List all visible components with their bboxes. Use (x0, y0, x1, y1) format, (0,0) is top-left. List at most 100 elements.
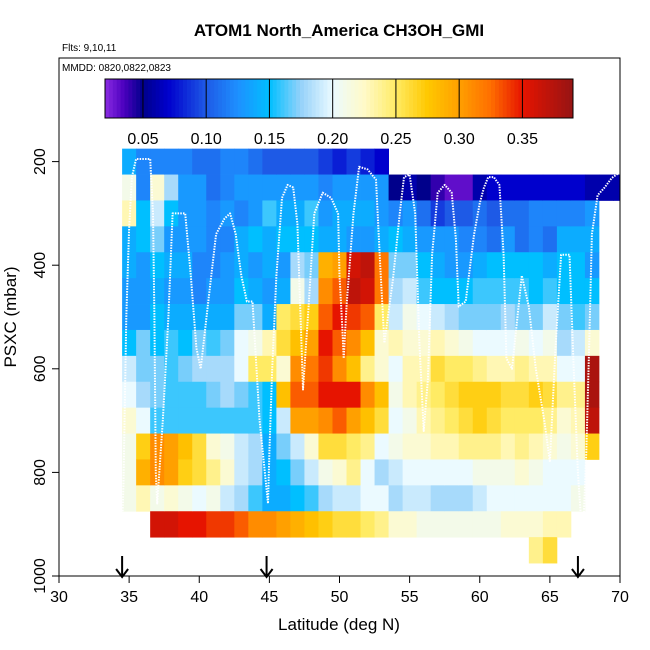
heatmap-cells (122, 148, 621, 564)
colorbar-swatch (179, 79, 184, 118)
colorbar-swatch (225, 79, 231, 118)
heatmap-cell (318, 200, 333, 227)
heatmap-cell (542, 485, 558, 512)
heatmap-cell (206, 485, 221, 512)
heatmap-cell (444, 381, 460, 409)
heatmap-cell (402, 459, 418, 486)
heatmap-cell (332, 226, 347, 253)
colorbar-swatch (381, 79, 387, 118)
heatmap-cell (570, 304, 586, 331)
heatmap-cell (178, 278, 193, 305)
heatmap-cell (458, 200, 474, 227)
heatmap-cell (150, 329, 165, 357)
heatmap-cell (570, 485, 586, 512)
colorbar-swatch (498, 79, 504, 118)
heatmap-cell (192, 304, 207, 331)
heatmap-cell (290, 304, 305, 331)
heatmap-cell (304, 226, 319, 253)
heatmap-cell (150, 200, 165, 227)
heatmap-cell (318, 226, 333, 253)
heatmap-cell (556, 407, 572, 434)
heatmap-cell (164, 381, 179, 409)
heatmap-cell (542, 407, 558, 434)
heatmap-cell (136, 407, 151, 434)
colorbar-swatch (459, 79, 465, 118)
heatmap-cell (150, 407, 165, 434)
heatmap-cell (122, 252, 137, 279)
heatmap-cell (444, 174, 460, 201)
heatmap-cell (542, 355, 558, 383)
heatmap-cell (458, 485, 474, 512)
colorbar-swatch (475, 79, 480, 118)
x-tick-label: 45 (260, 589, 278, 606)
heatmap-cell (304, 485, 319, 512)
heatmap-cell (584, 355, 600, 383)
colorbar-swatch (440, 79, 445, 118)
heatmap-cell (276, 252, 291, 279)
colorbar-swatch (276, 79, 281, 118)
heatmap-cell (360, 355, 375, 383)
heatmap-cell (458, 407, 474, 434)
colorbar-swatch (296, 79, 301, 118)
heatmap-cell (556, 329, 572, 357)
colorbar-swatch (171, 79, 176, 118)
heatmap-cell (514, 329, 530, 357)
colorbar-swatch (452, 79, 457, 118)
heatmap-cell (192, 407, 207, 434)
heatmap-cell (178, 174, 193, 201)
heatmap-cell (360, 148, 375, 175)
colorbar-swatch (335, 79, 340, 118)
heatmap-cell (542, 459, 558, 486)
heatmap-cell (248, 278, 263, 305)
heatmap-cell (486, 252, 502, 279)
heatmap-cell (542, 304, 558, 331)
heatmap-cell (220, 459, 235, 486)
colorbar-swatch (397, 79, 402, 118)
heatmap-cell (318, 381, 333, 409)
heatmap-cell (318, 459, 333, 486)
heatmap-cell (220, 226, 235, 253)
heatmap-cell (612, 174, 621, 201)
heatmap-cell (136, 355, 151, 383)
heatmap-cell (192, 226, 207, 253)
heatmap-cell (164, 278, 179, 305)
heatmap-cell (472, 226, 488, 253)
heatmap-cell (290, 459, 305, 486)
colorbar-swatch (350, 79, 356, 118)
colorbar-swatch (307, 79, 313, 118)
heatmap-cell (346, 226, 361, 253)
heatmap-cell (220, 174, 235, 201)
heatmap-cell (472, 252, 488, 279)
heatmap-cell (542, 381, 558, 409)
dates-note: MMDD: 0820,0822,0823 (62, 63, 171, 74)
heatmap-cell (290, 329, 305, 357)
heatmap-cell (346, 329, 361, 357)
colorbar-tick-label: 0.25 (380, 131, 411, 148)
colorbar-swatch (206, 79, 211, 118)
heatmap-cell (206, 381, 221, 409)
colorbar-swatch (186, 79, 192, 118)
heatmap-cell (472, 433, 488, 460)
heatmap-cell (346, 174, 361, 201)
heatmap-cell (430, 381, 446, 409)
colorbar-swatch (132, 79, 137, 118)
heatmap-cell (570, 174, 586, 201)
flights-note: Flts: 9,10,11 (62, 43, 117, 54)
heatmap-cell (388, 304, 404, 331)
heatmap-cell (262, 485, 277, 512)
heatmap-cell (234, 433, 249, 460)
colorbar-swatch (268, 79, 274, 118)
heatmap-cell (304, 355, 319, 383)
arrow-markers (115, 556, 585, 579)
colorbar-swatch (378, 79, 383, 118)
heatmap-cell (570, 252, 586, 279)
heatmap-cell (374, 329, 389, 357)
heatmap-cell (206, 174, 221, 201)
heatmap-cell (318, 511, 333, 538)
heatmap-cell (192, 278, 207, 305)
heatmap-cell (416, 200, 432, 227)
heatmap-cell (514, 459, 530, 486)
heatmap-cell (220, 148, 235, 175)
heatmap-cell (248, 148, 263, 175)
colorbar-swatch (218, 79, 223, 118)
